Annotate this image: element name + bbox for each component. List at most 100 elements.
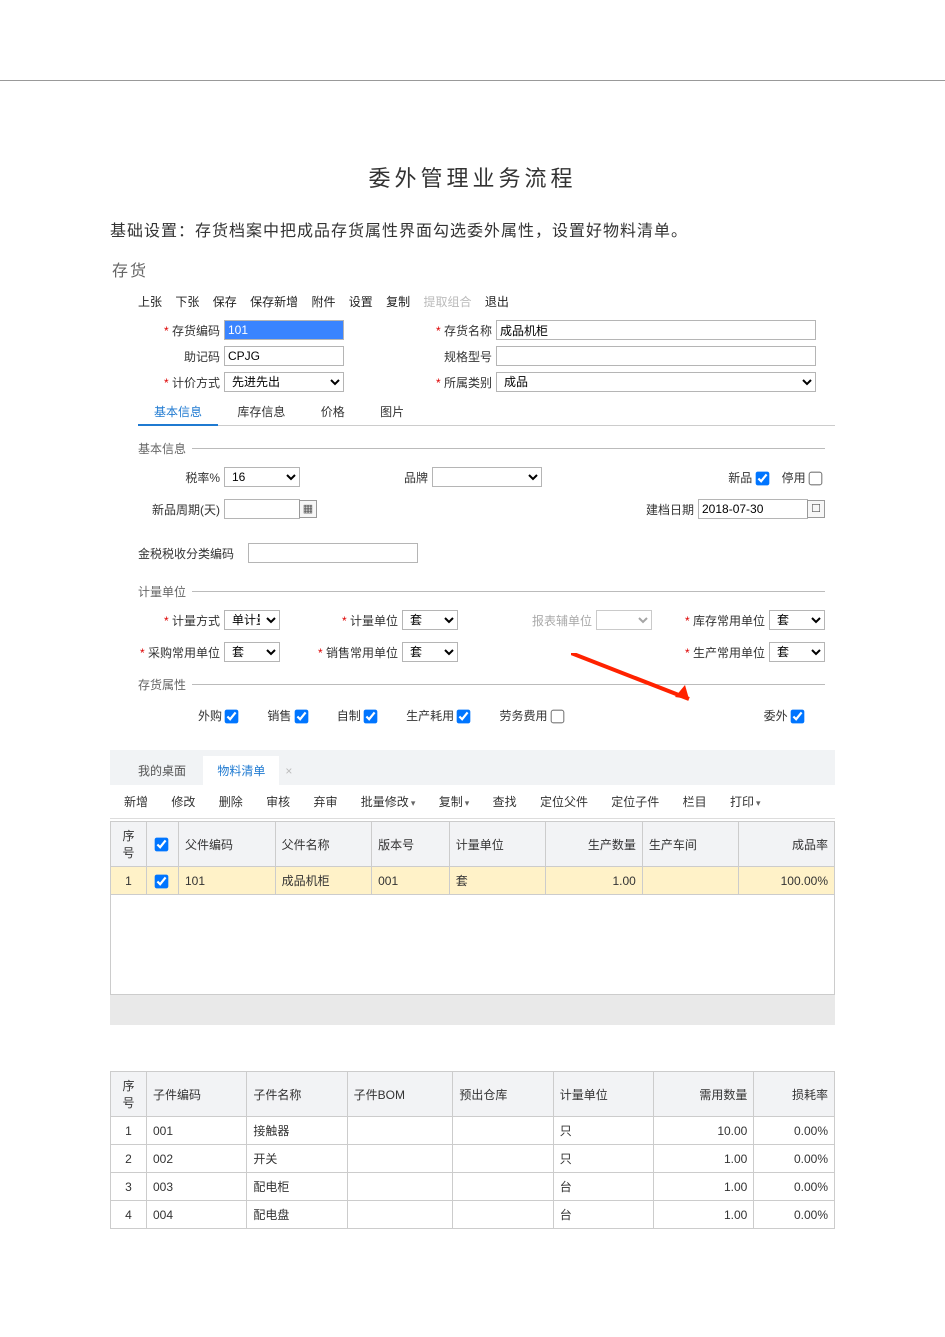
help-input[interactable]: [224, 346, 344, 366]
spec-input[interactable]: [496, 346, 816, 366]
inventory-toolbar: 上张 下张 保存 保存新增 附件 设置 复制 提取组合 退出: [110, 289, 835, 320]
saleunit-select[interactable]: 套: [402, 642, 458, 662]
attr-buy[interactable]: 外购: [198, 707, 241, 724]
tb2-new[interactable]: 新增: [124, 795, 148, 809]
name-input[interactable]: [496, 320, 816, 340]
section-attr: 存货属性 外购 销售 自制 生产耗用 劳务费用 委外: [138, 676, 825, 732]
tb-copy[interactable]: 复制: [386, 295, 410, 309]
bom-footer-bar: [110, 995, 835, 1025]
saleunit-label: 销售常用单位: [316, 644, 402, 661]
th-rate: 成品率: [739, 822, 835, 867]
th-chk[interactable]: [147, 822, 179, 867]
tb2-find[interactable]: 查找: [493, 795, 517, 809]
th-pcode: 父件编码: [179, 822, 276, 867]
section-attr-legend: 存货属性: [138, 676, 192, 693]
tb2-locchild[interactable]: 定位子件: [611, 795, 659, 809]
th-unit: 计量单位: [449, 822, 546, 867]
bom-row-1[interactable]: 1 101 成品机柜 001 套 1.00 100.00%: [111, 867, 835, 895]
rpt-label: 报表辅单位: [510, 612, 596, 629]
unit-select[interactable]: 套: [402, 610, 458, 630]
stockunit-select[interactable]: 套: [769, 610, 825, 630]
attr-labor[interactable]: 劳务费用: [499, 707, 566, 724]
code-input[interactable]: [224, 320, 344, 340]
taxcode-input[interactable]: [248, 543, 418, 563]
calendar-icon[interactable]: ☐: [807, 500, 825, 518]
attr-self[interactable]: 自制: [337, 707, 380, 724]
th-seq: 序号: [111, 822, 147, 867]
help-label: 助记码: [138, 348, 224, 365]
tb2-print[interactable]: 打印: [730, 795, 761, 809]
tax-select[interactable]: 16: [224, 467, 300, 487]
attr-prodcost[interactable]: 生产耗用: [406, 707, 473, 724]
tb-next[interactable]: 下张: [175, 295, 199, 309]
tab-stock[interactable]: 库存信息: [221, 398, 301, 424]
brand-label: 品牌: [392, 469, 432, 486]
attr-sale[interactable]: 销售: [267, 707, 310, 724]
tb2-audit[interactable]: 审核: [266, 795, 290, 809]
tb2-del[interactable]: 删除: [219, 795, 243, 809]
produnit-label: 生产常用单位: [683, 644, 769, 661]
unit-label: 计量单位: [316, 612, 402, 629]
tb2-edit[interactable]: 修改: [171, 795, 195, 809]
tab-basic[interactable]: 基本信息: [138, 398, 218, 426]
section-basic: 基本信息 税率% 16 品牌 新品 停用 新品周期(天) ▦: [138, 440, 825, 569]
buyunit-label: 采购常用单位: [138, 644, 224, 661]
createdate-input[interactable]: [698, 499, 808, 519]
taxcode-label: 金税税收分类编码: [138, 545, 248, 562]
attr-outsource[interactable]: 委外: [764, 707, 807, 724]
stockunit-label: 库存常用单位: [683, 612, 769, 629]
ch-th-seq: 序号: [111, 1072, 147, 1117]
tb2-unaudit[interactable]: 弃审: [313, 795, 337, 809]
tab-price[interactable]: 价格: [305, 398, 361, 424]
stop-chk[interactable]: 停用: [782, 469, 825, 486]
section-unit: 计量单位 计量方式单计量 计量单位套 报表辅单位 库存常用单位套 采购常用单位套…: [138, 583, 825, 662]
tb-prev[interactable]: 上张: [138, 295, 162, 309]
tab-desktop[interactable]: 我的桌面: [124, 756, 200, 785]
ch-th-bom: 子件BOM: [347, 1072, 453, 1117]
tab-image[interactable]: 图片: [364, 398, 420, 424]
tb2-column[interactable]: 栏目: [683, 795, 707, 809]
cat-label: 所属类别: [410, 374, 496, 391]
buyunit-select[interactable]: 套: [224, 642, 280, 662]
newflag-chk[interactable]: 新品: [728, 469, 771, 486]
ch-th-loss: 损耗率: [754, 1072, 835, 1117]
tab-close-icon[interactable]: ×: [271, 758, 306, 784]
tb-exit[interactable]: 退出: [485, 295, 509, 309]
code-label: 存货编码: [138, 322, 224, 339]
panel-title: 存货: [112, 257, 835, 281]
pricing-label: 计价方式: [138, 374, 224, 391]
tb2-locparent[interactable]: 定位父件: [540, 795, 588, 809]
pricing-select[interactable]: 先进先出: [224, 372, 344, 392]
tb-attach[interactable]: 附件: [311, 295, 335, 309]
mode-select[interactable]: 单计量: [224, 610, 280, 630]
bom-empty-area: [110, 895, 835, 995]
th-pname: 父件名称: [275, 822, 372, 867]
inventory-tabs: 基本信息 库存信息 价格 图片: [138, 398, 835, 426]
tb-savenew[interactable]: 保存新增: [250, 295, 298, 309]
name-label: 存货名称: [410, 322, 496, 339]
brand-select[interactable]: [432, 467, 542, 487]
cat-select[interactable]: 成品: [496, 372, 816, 392]
child-row[interactable]: 2002开关只1.000.00%: [111, 1145, 835, 1173]
newcycle-label: 新品周期(天): [138, 501, 224, 518]
tb2-batch[interactable]: 批量修改: [361, 795, 416, 809]
intro-text: 基础设置：存货档案中把成品存货属性界面勾选委外属性，设置好物料清单。: [110, 217, 835, 241]
tb2-copy[interactable]: 复制: [439, 795, 470, 809]
child-row[interactable]: 3003配电柜台1.000.00%: [111, 1173, 835, 1201]
child-row[interactable]: 1001接触器只10.000.00%: [111, 1117, 835, 1145]
tb-setting[interactable]: 设置: [349, 295, 373, 309]
th-shop: 生产车间: [642, 822, 739, 867]
th-ver: 版本号: [372, 822, 450, 867]
section-unit-legend: 计量单位: [138, 583, 192, 600]
section-basic-legend: 基本信息: [138, 440, 192, 457]
tab-bom[interactable]: 物料清单: [203, 756, 279, 785]
calc-icon[interactable]: ▦: [299, 500, 317, 518]
window-tabs: 我的桌面 物料清单×: [110, 750, 835, 785]
spec-label: 规格型号: [410, 348, 496, 365]
tb-save[interactable]: 保存: [213, 295, 237, 309]
newcycle-input[interactable]: [224, 499, 300, 519]
bom-parent-table: 序号 父件编码 父件名称 版本号 计量单位 生产数量 生产车间 成品率 1 10…: [110, 821, 835, 895]
produnit-select[interactable]: 套: [769, 642, 825, 662]
ch-th-wh: 预出仓库: [453, 1072, 553, 1117]
child-row[interactable]: 4004配电盘台1.000.00%: [111, 1201, 835, 1229]
